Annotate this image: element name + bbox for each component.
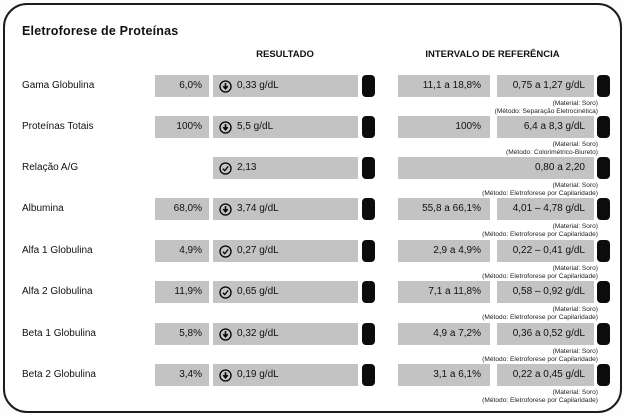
method-notes: (Material: Soro) (Método: Eletroforese po…	[338, 389, 598, 405]
result-value: 0,65 g/dL	[237, 286, 279, 297]
result-percent-box: 68,0%	[155, 198, 209, 220]
result-value-bar: 2,13	[213, 157, 358, 179]
result-value-bar: 0,19 g/dL	[213, 364, 358, 386]
analyte-label: Gama Globulina	[22, 80, 95, 91]
method-notes: (Material: Soro) (Método: Eletroforese po…	[338, 223, 598, 239]
result-value: 5,5 g/dL	[237, 121, 274, 132]
result-range-marker	[362, 281, 375, 303]
check-circle-icon	[219, 161, 232, 175]
method-notes: (Material: Soro) (Método: Colorimétrico-B…	[338, 141, 598, 157]
method-notes: (Material: Soro) (Método: Eletroforese po…	[338, 182, 598, 198]
result-value-bar: 0,65 g/dL	[213, 281, 358, 303]
reference-percent-box: 4,9 a 7,2%	[398, 323, 490, 345]
result-percent-box: 11,9%	[155, 281, 209, 303]
result-percent-box: 100%	[155, 116, 209, 138]
method-note: (Método: Eletroforese por Capilaridade)	[482, 397, 598, 404]
material-note: (Material: Soro)	[552, 141, 598, 148]
method-notes: (Material: Soro) (Método: Eletroforese po…	[338, 348, 598, 364]
reference-range-marker	[597, 240, 610, 262]
reference-value-box: 0,80 a 2,20	[398, 157, 594, 179]
method-note: (Método: Eletroforese por Capilaridade)	[482, 231, 598, 238]
down-arrow-circle-icon	[219, 368, 232, 382]
reference-range-marker	[597, 364, 610, 386]
method-note: (Método: Eletroforese por Capilaridade)	[482, 314, 598, 321]
reference-percent-box: 2,9 a 4,9%	[398, 240, 490, 262]
reference-value-box: 0,75 a 1,27 g/dL	[497, 75, 594, 97]
column-header-result: RESULTADO	[256, 49, 314, 60]
result-value: 0,27 g/dL	[237, 245, 279, 256]
check-circle-icon	[219, 244, 232, 258]
reference-value-box: 0,22 – 0,41 g/dL	[497, 240, 594, 262]
material-note: (Material: Soro)	[552, 265, 598, 272]
reference-value-box: 0,36 a 0,52 g/dL	[497, 323, 594, 345]
analyte-label: Albumina	[22, 203, 64, 214]
analyte-label: Alfa 1 Globulina	[22, 245, 93, 256]
reference-value-box: 6,4 a 8,3 g/dL	[497, 116, 594, 138]
method-note: (Método: Eletroforese por Capilaridade)	[482, 356, 598, 363]
method-note: (Método: Separação Eletrocinética)	[494, 108, 598, 115]
reference-value-box: 0,22 a 0,45 g/dL	[497, 364, 594, 386]
result-range-marker	[362, 75, 375, 97]
down-arrow-circle-icon	[219, 202, 232, 216]
result-percent-box: 5,8%	[155, 323, 209, 345]
reference-range-marker	[597, 75, 610, 97]
reference-percent-box: 100%	[398, 116, 490, 138]
check-circle-icon	[219, 285, 232, 299]
method-note: (Método: Colorimétrico-Biureto)	[506, 149, 598, 156]
reference-range-marker	[597, 281, 610, 303]
method-notes: (Material: Soro) (Método: Eletroforese po…	[338, 265, 598, 281]
material-note: (Material: Soro)	[552, 348, 598, 355]
reference-range-marker	[597, 157, 610, 179]
result-value: 0,32 g/dL	[237, 328, 279, 339]
reference-value-box: 0,58 – 0,92 g/dL	[497, 281, 594, 303]
result-range-marker	[362, 240, 375, 262]
result-value-bar: 3,74 g/dL	[213, 198, 358, 220]
analyte-label: Beta 2 Globulina	[22, 369, 96, 380]
result-range-marker	[362, 364, 375, 386]
material-note: (Material: Soro)	[552, 100, 598, 107]
method-note: (Método: Eletroforese por Capilaridade)	[482, 190, 598, 197]
material-note: (Material: Soro)	[552, 389, 598, 396]
method-notes: (Material: Soro) (Método: Separação Eletr…	[338, 100, 598, 116]
result-range-marker	[362, 116, 375, 138]
reference-value-box: 4,01 – 4,78 g/dL	[497, 198, 594, 220]
analyte-label: Proteínas Totais	[22, 121, 94, 132]
result-value-bar: 5,5 g/dL	[213, 116, 358, 138]
reference-percent-box: 11,1 a 18,8%	[398, 75, 490, 97]
result-value: 2,13	[237, 162, 257, 173]
analyte-label: Beta 1 Globulina	[22, 328, 96, 339]
page-title: Eletroforese de Proteínas	[22, 24, 179, 38]
result-range-marker	[362, 157, 375, 179]
result-percent-box: 3,4%	[155, 364, 209, 386]
reference-percent-box: 7,1 a 11,8%	[398, 281, 490, 303]
down-arrow-circle-icon	[219, 79, 232, 93]
result-percent-box: 6,0%	[155, 75, 209, 97]
result-value-bar: 0,27 g/dL	[213, 240, 358, 262]
down-arrow-circle-icon	[219, 327, 232, 341]
reference-percent-box: 55,8 a 66,1%	[398, 198, 490, 220]
material-note: (Material: Soro)	[552, 182, 598, 189]
reference-percent-box: 3,1 a 6,1%	[398, 364, 490, 386]
result-range-marker	[362, 198, 375, 220]
result-value-bar: 0,32 g/dL	[213, 323, 358, 345]
analyte-label: Alfa 2 Globulina	[22, 286, 93, 297]
reference-range-marker	[597, 198, 610, 220]
method-note: (Método: Eletroforese por Capilaridade)	[482, 273, 598, 280]
analyte-label: Relação A/G	[22, 162, 79, 173]
result-value: 0,33 g/dL	[237, 80, 279, 91]
result-value: 0,19 g/dL	[237, 369, 279, 380]
material-note: (Material: Soro)	[552, 306, 598, 313]
material-note: (Material: Soro)	[552, 223, 598, 230]
result-value: 3,74 g/dL	[237, 203, 279, 214]
result-percent-box: 4,9%	[155, 240, 209, 262]
column-header-reference: INTERVALO DE REFERÊNCIA	[425, 49, 560, 60]
result-value-bar: 0,33 g/dL	[213, 75, 358, 97]
result-range-marker	[362, 323, 375, 345]
method-notes: (Material: Soro) (Método: Eletroforese po…	[338, 306, 598, 322]
reference-range-marker	[597, 116, 610, 138]
reference-range-marker	[597, 323, 610, 345]
report-card: Eletroforese de Proteínas RESULTADO INTE…	[3, 3, 622, 413]
down-arrow-circle-icon	[219, 120, 232, 134]
